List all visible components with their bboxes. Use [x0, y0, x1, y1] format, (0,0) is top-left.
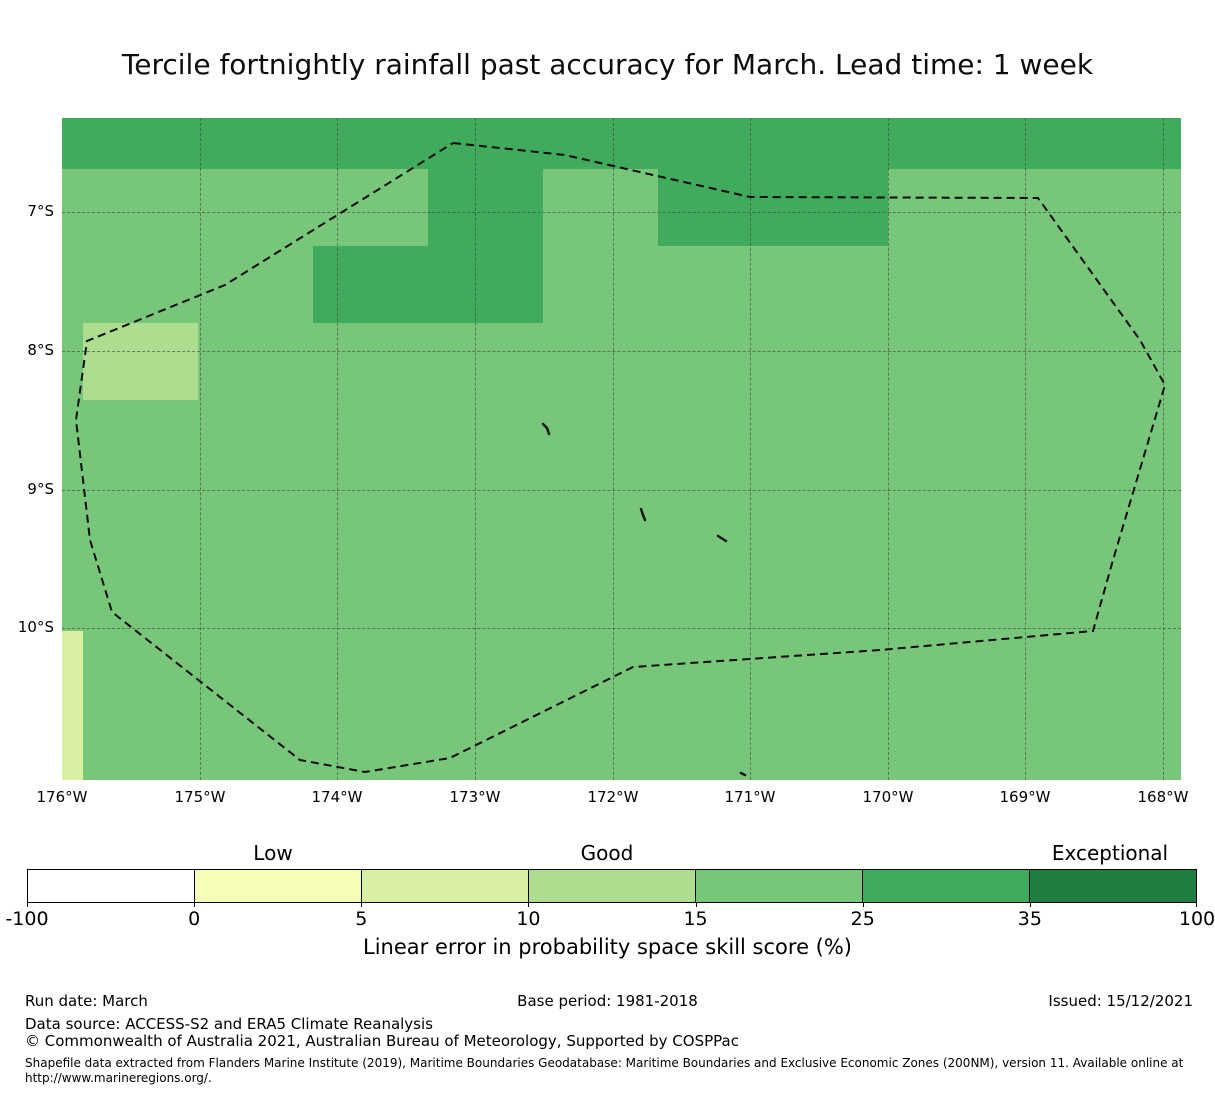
colorbar-tickmark [1196, 903, 1197, 907]
colorbar-tickmark [862, 903, 864, 907]
colorbar-category-low: Low [253, 841, 293, 865]
y-tick-label: 10°S [17, 618, 54, 636]
colorbar-segment-15-25 [696, 870, 863, 902]
eez-dashed-boundary [74, 142, 1167, 774]
colorbar-tickmark [528, 903, 530, 907]
x-tick-label: 169°W [999, 788, 1051, 806]
colorbar-segment--100-0 [28, 870, 195, 902]
issued-label: Issued: 15/12/2021 [1048, 992, 1193, 1010]
graticule-parallel [62, 490, 1181, 491]
x-tick-label: 175°W [174, 788, 226, 806]
raster-cell-5-10 [62, 631, 83, 780]
raster-cell-25-35 [658, 169, 888, 246]
graticule-meridian [200, 118, 201, 780]
colorbar-tick-label: -100 [5, 908, 49, 930]
run-date-label: Run date: March [25, 992, 148, 1010]
colorbar-category-exceptional: Exceptional [1051, 841, 1169, 865]
colorbar-caption: Linear error in probability space skill … [363, 935, 852, 959]
colorbar-tickmark [361, 903, 363, 907]
colorbar-tickmark [194, 903, 196, 907]
x-tick-label: 174°W [311, 788, 363, 806]
colorbar-segment-0-5 [195, 870, 362, 902]
x-tick-label: 171°W [724, 788, 776, 806]
y-tick-label: 8°S [27, 341, 54, 359]
graticule-parallel [62, 212, 1181, 213]
graticule-meridian [613, 118, 614, 780]
colorbar-tick-label: 35 [1017, 908, 1042, 930]
raster-cell-25-35 [313, 246, 543, 323]
colorbar-tick-label: 0 [188, 908, 201, 930]
shapefile-url: http://www.marineregions.org/. [25, 1071, 212, 1085]
colorbar [27, 869, 1197, 903]
y-tick-label: 9°S [27, 480, 54, 498]
data-source-label: Data source: ACCESS-S2 and ERA5 Climate … [25, 1015, 433, 1033]
colorbar-tick-label: 10 [516, 908, 541, 930]
graticule-meridian [475, 118, 476, 780]
colorbar-tickmark [695, 903, 697, 907]
colorbar-tickmark [27, 903, 28, 907]
map-area [62, 118, 1181, 780]
raster-cell-25-35 [62, 118, 1181, 169]
x-tick-label: 168°W [1137, 788, 1189, 806]
colorbar-segment-5-10 [362, 870, 529, 902]
colorbar-segment-35-100 [1030, 870, 1196, 902]
colorbar-tick-label: 25 [850, 908, 875, 930]
colorbar-segment-10-15 [529, 870, 696, 902]
colorbar-segment-25-35 [863, 870, 1030, 902]
base-period-label: Base period: 1981-2018 [517, 992, 698, 1010]
shapefile-note: Shapefile data extracted from Flanders M… [25, 1056, 1184, 1070]
graticule-meridian [337, 118, 338, 780]
graticule-meridian [888, 118, 889, 780]
y-tick-label: 7°S [27, 202, 54, 220]
graticule-parallel [62, 628, 1181, 629]
x-tick-label: 176°W [36, 788, 88, 806]
copyright-label: © Commonwealth of Australia 2021, Austra… [25, 1032, 739, 1050]
island-mark [541, 422, 551, 436]
island-mark [716, 534, 728, 543]
colorbar-tick-label: 5 [355, 908, 368, 930]
colorbar-tick-label: 15 [683, 908, 708, 930]
graticule-meridian [750, 118, 751, 780]
x-tick-label: 173°W [449, 788, 501, 806]
graticule-parallel [62, 351, 1181, 352]
island-mark [639, 507, 647, 522]
page-title: Tercile fortnightly rainfall past accura… [121, 48, 1094, 81]
island-mark [739, 771, 747, 777]
graticule-meridian [1163, 118, 1164, 780]
boundary-overlay [74, 142, 1167, 777]
colorbar-tickmark [1029, 903, 1031, 907]
x-tick-label: 170°W [862, 788, 914, 806]
colorbar-tick-label: 100 [1178, 908, 1215, 930]
colorbar-category-good: Good [580, 841, 634, 865]
raster-cell-25-35 [428, 169, 543, 246]
x-tick-label: 172°W [587, 788, 639, 806]
graticule-meridian [1025, 118, 1026, 780]
